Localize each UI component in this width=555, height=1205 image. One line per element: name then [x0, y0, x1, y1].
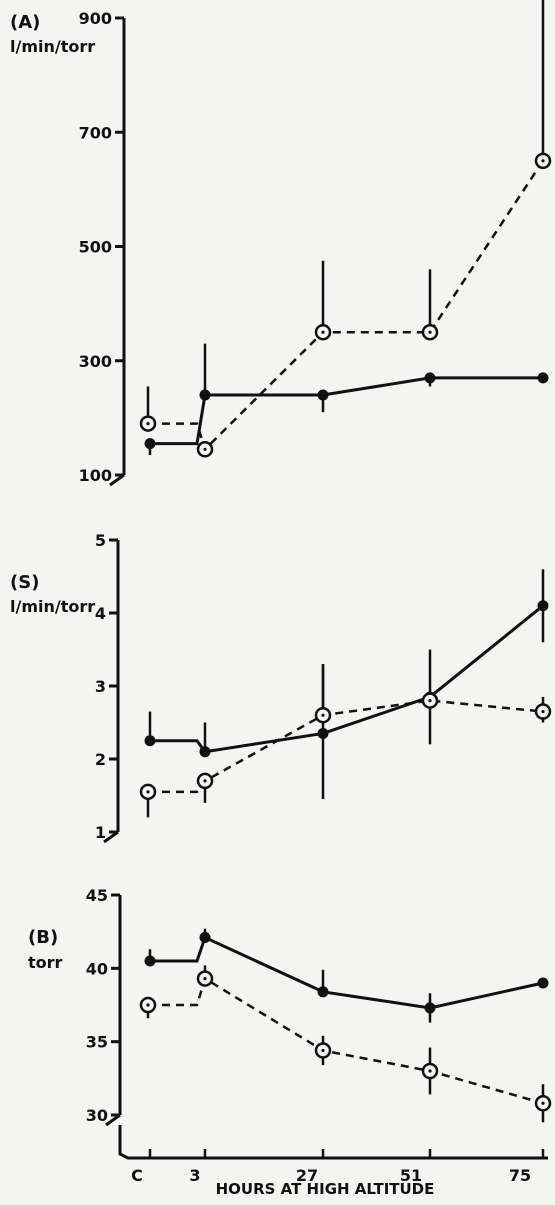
x-tick-label: 3 [189, 1166, 200, 1185]
marker-center [146, 421, 150, 426]
panel-1: (S) l/min/torr 1 2 3 4 5 [10, 531, 552, 844]
filled-circle-marker [317, 727, 329, 739]
solid-series-line [150, 376, 543, 446]
marker-center [321, 330, 325, 334]
y-tick-label: 1 [95, 823, 106, 842]
dashed-series-line [148, 699, 544, 794]
y-tick-label: 40 [86, 959, 108, 978]
panel-label: (A) [10, 12, 40, 33]
filled-circle-marker [199, 389, 211, 401]
filled-circle-marker [144, 735, 156, 747]
x-tick-label: 51 [400, 1166, 422, 1185]
y-tick-label: 300 [79, 352, 112, 371]
filled-circle-marker [317, 389, 329, 401]
marker-center [146, 1003, 150, 1007]
filled-circle-marker [537, 372, 549, 384]
filled-circle-marker [424, 372, 436, 384]
y-tick-label: 100 [79, 466, 112, 485]
panel-0: (A) l/min/torr 100 300 500 700 900 [10, 0, 552, 487]
panel-unit-label: l/min/torr [10, 597, 95, 616]
marker-center [428, 699, 432, 703]
filled-circle-marker [537, 600, 549, 612]
filled-circle-marker [144, 955, 156, 967]
marker-center [428, 1069, 432, 1073]
y-tick-label: 45 [86, 886, 108, 905]
y-tick-label: 2 [95, 750, 106, 769]
marker-center [321, 713, 325, 717]
x-tick-label: 75 [509, 1166, 531, 1185]
marker-center [146, 790, 150, 794]
panel-label: (S) [10, 572, 39, 593]
x-tick-label: C [131, 1166, 143, 1185]
marker-center [541, 1101, 545, 1105]
marker-center [541, 159, 545, 163]
y-tick-label: 30 [86, 1106, 108, 1125]
panel-2: (B) torr 30 35 40 45 [28, 886, 552, 1127]
axis-bracket [109, 473, 125, 487]
filled-circle-marker [144, 438, 156, 450]
x-tick-label: 27 [296, 1166, 318, 1185]
axis-bracket [103, 830, 119, 844]
panel-label: (B) [28, 927, 58, 948]
marker-center [203, 977, 207, 981]
solid-series-line [150, 604, 544, 754]
filled-circle-marker [317, 986, 329, 998]
marker-center [321, 1048, 325, 1053]
filled-circle-marker [424, 1002, 436, 1014]
y-tick-label: 500 [79, 238, 112, 257]
y-tick-label: 3 [95, 677, 106, 696]
filled-circle-marker [199, 746, 211, 758]
marker-center [203, 779, 207, 783]
filled-circle-marker [199, 932, 211, 944]
panel-unit-label: l/min/torr [10, 37, 95, 56]
x-axis-label: HOURS AT HIGH ALTITUDE [216, 1180, 435, 1198]
y-tick-label: 700 [79, 123, 112, 142]
filled-circle-marker [537, 977, 549, 989]
panel-unit-label: torr [28, 953, 63, 972]
y-tick-label: 35 [86, 1033, 108, 1052]
y-tick-label: 5 [95, 531, 106, 550]
x-axis: HOURS AT HIGH ALTITUDE C 3 27 51 75 [118, 1125, 548, 1198]
marker-center [428, 330, 432, 334]
solid-series-line [150, 935, 544, 1010]
marker-center [203, 447, 207, 451]
y-tick-label: 900 [79, 9, 112, 28]
x-axis-line [118, 1125, 548, 1160]
y-tick-label: 4 [95, 604, 106, 623]
axis-bracket [105, 1113, 121, 1127]
dashed-series-line [148, 160, 545, 452]
marker-center [541, 709, 545, 714]
dashed-series-line [148, 976, 544, 1105]
